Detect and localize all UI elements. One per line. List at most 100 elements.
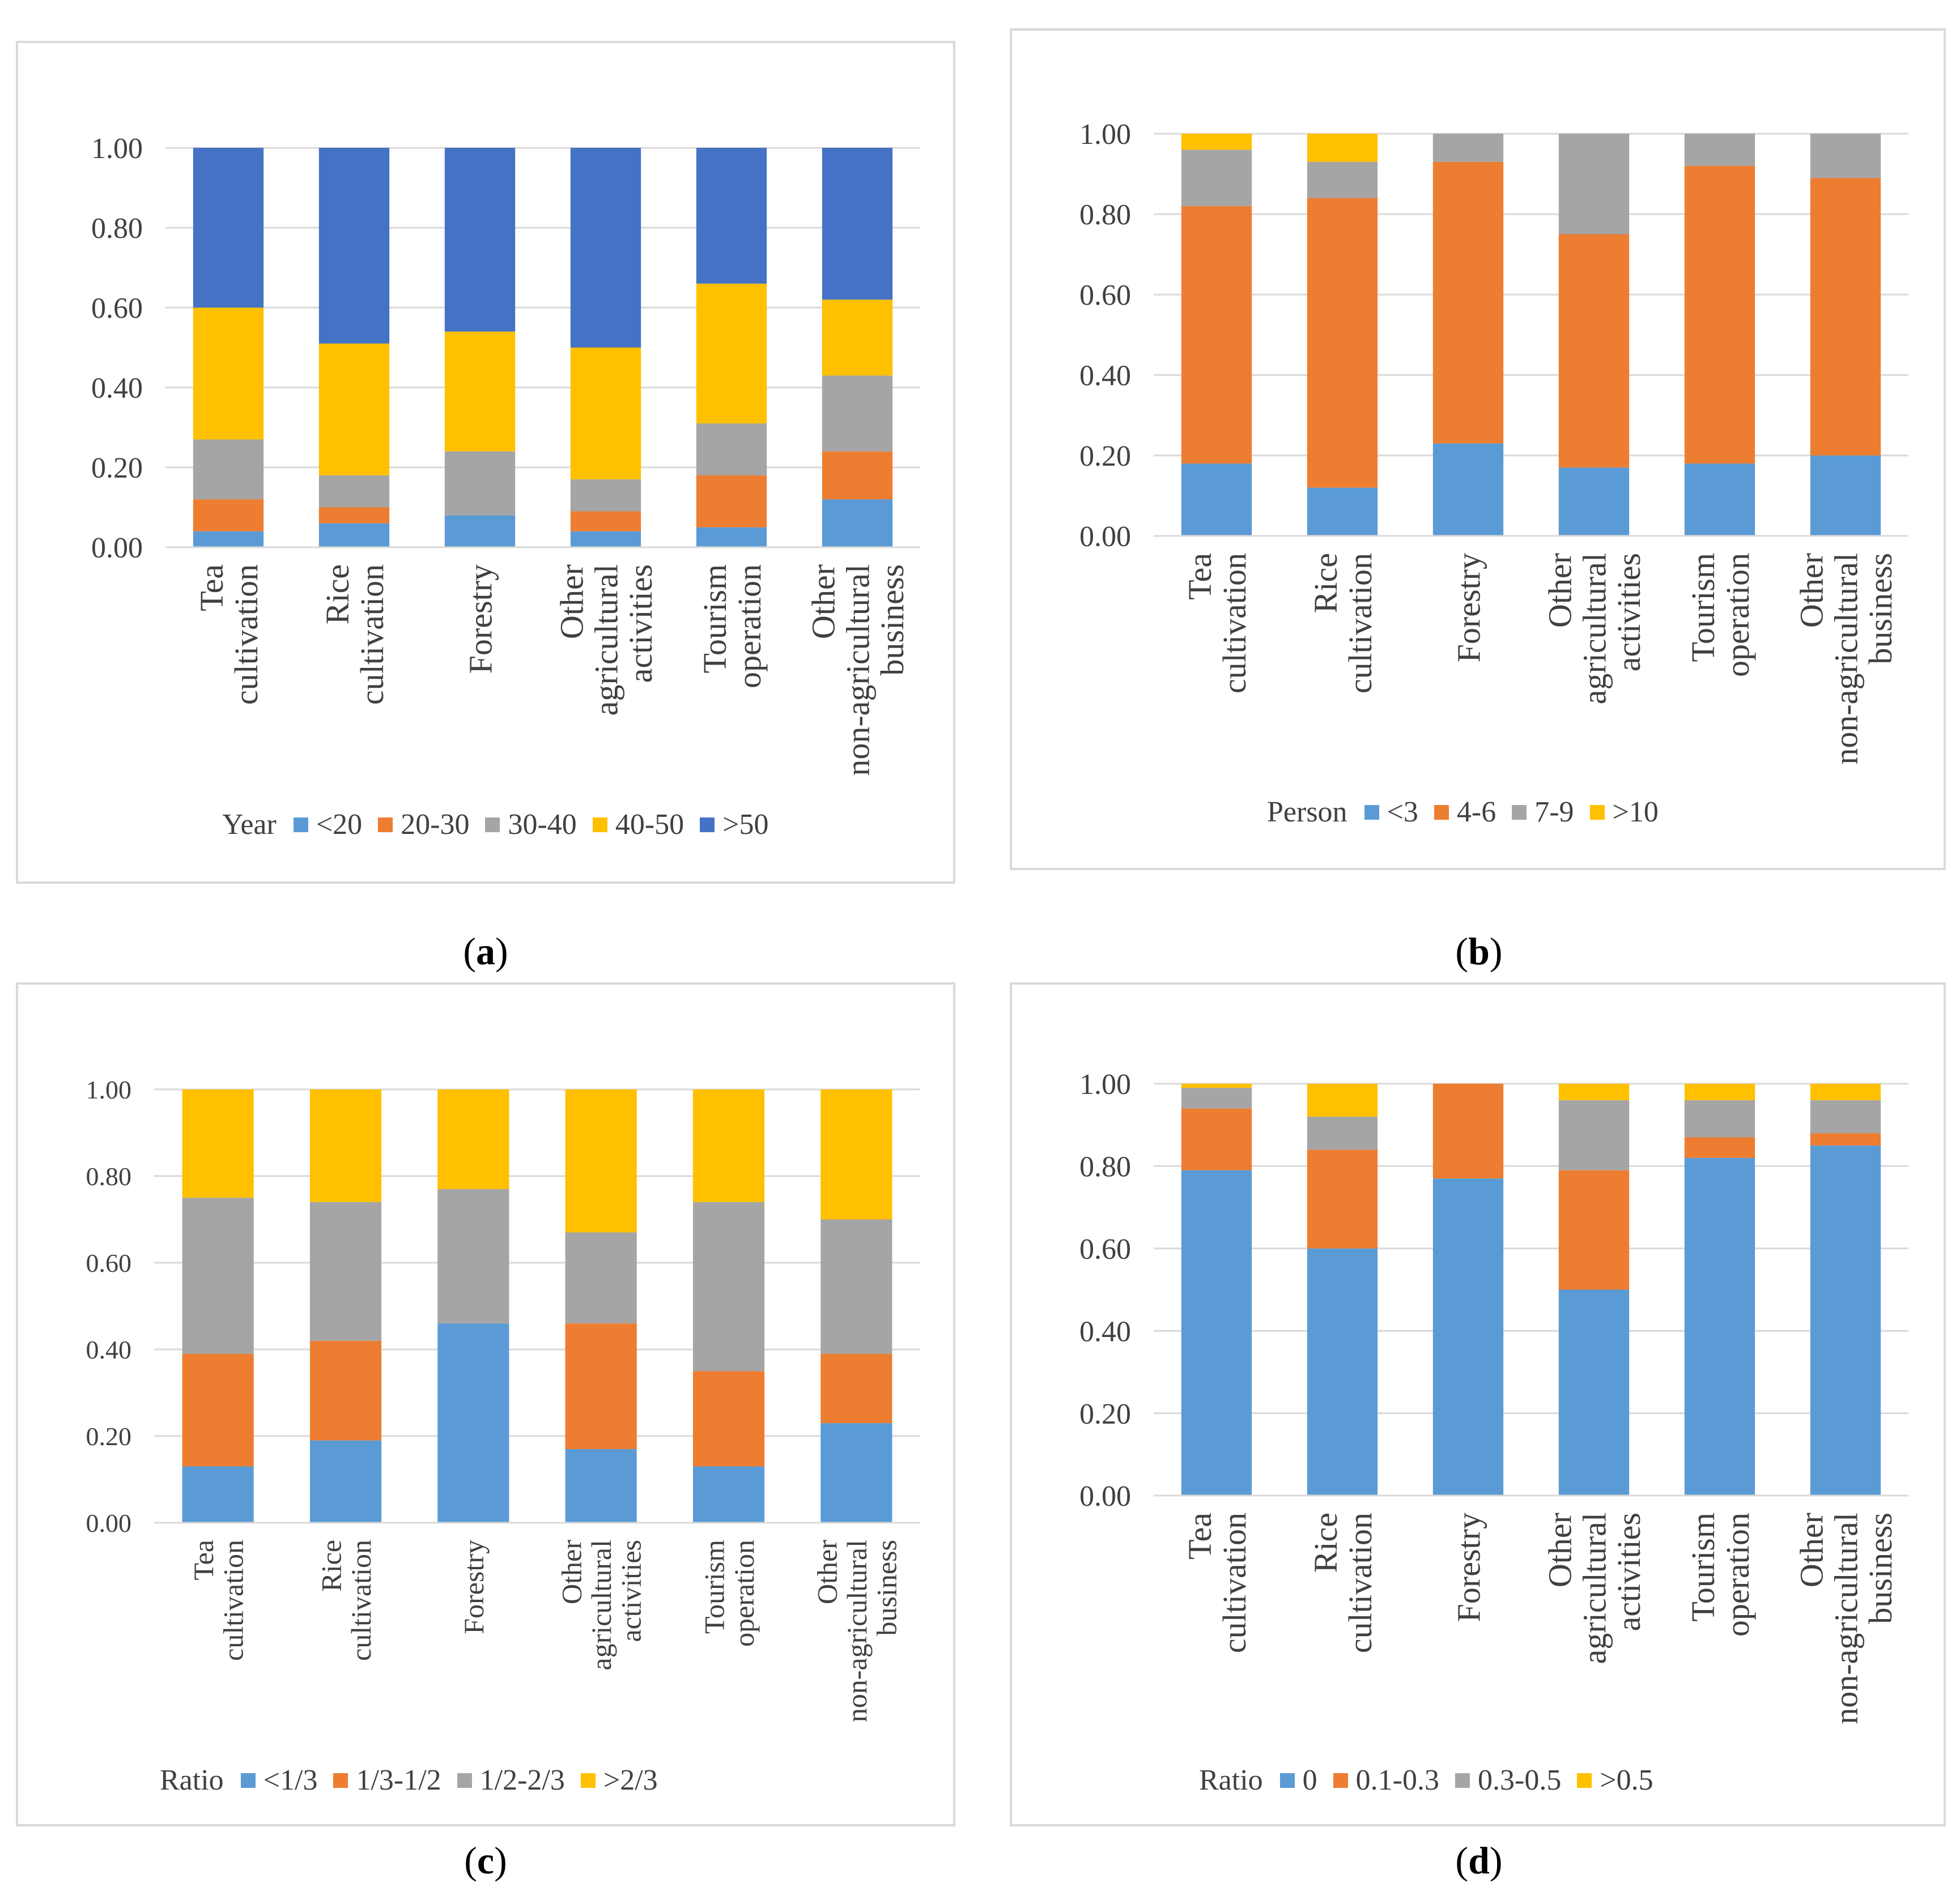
caption-b: (b) <box>1455 930 1503 973</box>
legend-label: <20 <box>316 808 363 841</box>
bar-segment <box>1432 161 1504 444</box>
bar-segment <box>822 299 893 376</box>
bar-segment <box>820 1353 892 1424</box>
chart-b-legend: Person <3 4-6 7-9 >10 <box>1267 795 1674 829</box>
legend-item: <20 <box>293 808 363 841</box>
x-category-label-line: operation <box>728 1540 760 1647</box>
x-category-label-line: business <box>1862 553 1899 665</box>
bar-segment <box>193 148 264 308</box>
y-tick-label: 0.00 <box>91 532 143 564</box>
legend-label: 0 <box>1302 1764 1317 1796</box>
bar-segment <box>1181 1084 1252 1088</box>
x-category-label-line: non-agricultural <box>1827 553 1864 765</box>
legend-item: 7-9 <box>1512 795 1574 829</box>
bar-segment <box>696 527 767 547</box>
bar-segment <box>1181 1170 1252 1496</box>
bar-segment <box>318 507 390 523</box>
y-tick-label: 1.00 <box>91 133 143 165</box>
bar-segment <box>692 1371 765 1467</box>
bar-segment <box>570 148 641 348</box>
bar-segment <box>820 1219 892 1354</box>
y-tick-label: 0.40 <box>91 372 143 404</box>
bar-segment <box>309 1440 382 1523</box>
y-tick-label: 0.20 <box>1079 1398 1131 1430</box>
bar-segment <box>1307 1117 1378 1150</box>
legend-title: Ratio <box>160 1764 224 1796</box>
y-tick-label: 0.20 <box>86 1422 132 1451</box>
bar-segment <box>1307 134 1378 162</box>
bar-segment <box>570 479 641 512</box>
bar-segment <box>1558 1100 1630 1170</box>
bar-segment <box>1558 1170 1630 1290</box>
bar-segment <box>1307 161 1378 198</box>
bar-segment <box>822 451 893 500</box>
x-category-label-line: operation <box>1719 1513 1756 1637</box>
x-category-label-line: operation <box>1719 553 1756 677</box>
legend-item: <3 <box>1364 795 1418 829</box>
bar-segment <box>182 1089 254 1198</box>
legend-label: >2/3 <box>603 1764 658 1796</box>
legend-item: 1/3-1/2 <box>333 1764 441 1797</box>
x-category-label-line: agricultural <box>588 564 624 715</box>
bar-segment <box>1684 1137 1755 1158</box>
bar-segment <box>1432 134 1504 162</box>
bar-segment <box>1181 150 1252 206</box>
bar-segment <box>1432 1084 1504 1179</box>
legend-item: >0.5 <box>1577 1764 1653 1797</box>
x-category-label-line: Other <box>556 1540 588 1604</box>
x-category-label-line: non-agricultural <box>841 1540 873 1722</box>
y-tick-label: 0.80 <box>1079 1151 1131 1183</box>
legend-item: <1/3 <box>240 1764 317 1797</box>
y-tick-label: 0.40 <box>1079 360 1131 392</box>
bar-segment <box>444 515 516 547</box>
bar-segment <box>692 1202 765 1372</box>
x-category-label-line: agricultural <box>585 1540 617 1670</box>
x-category-label-line: Rice <box>1307 1513 1344 1573</box>
x-category-label-line: Forestry <box>462 564 499 674</box>
y-tick-label: 0.60 <box>1079 1233 1131 1266</box>
legend-label: 0.1-0.3 <box>1355 1764 1439 1796</box>
legend-swatch <box>1577 1773 1592 1788</box>
bar-segment <box>1810 1145 1881 1496</box>
x-category-label-line: Other <box>805 564 841 639</box>
bar-segment <box>1558 1289 1630 1496</box>
chart-a-legend: Year <20 20-30 30-40 40-50 >50 <box>222 808 784 841</box>
bar-segment <box>1684 1100 1755 1138</box>
chart-panel-c: 0.00 0.20 0.40 0.60 0.80 1.00 Tea cultivation Ri… <box>16 982 955 1826</box>
legend-item: 0.1-0.3 <box>1333 1764 1439 1797</box>
x-category-label-line: Tea <box>188 1540 219 1580</box>
y-tick-label: 0.40 <box>86 1335 132 1364</box>
legend-swatch <box>378 817 393 832</box>
bar-segment <box>318 343 390 476</box>
legend-label: 7-9 <box>1534 796 1574 828</box>
x-category-label-line: business <box>874 564 911 676</box>
legend-swatch <box>1364 804 1379 820</box>
bar-segment <box>1181 463 1252 536</box>
x-category-label-line: activities <box>622 564 659 683</box>
bar-segment <box>1810 1133 1881 1146</box>
x-category-label-line: cultivation <box>228 564 265 705</box>
y-tick-label: 0.60 <box>91 292 143 325</box>
bar-segment <box>1307 1248 1378 1496</box>
legend-item: >10 <box>1589 795 1659 829</box>
bar-segment <box>1181 1088 1252 1109</box>
bar-segment <box>1558 467 1630 536</box>
x-category-label-line: Rice <box>1307 553 1344 613</box>
x-category-label-line: Tea <box>1181 1513 1218 1560</box>
bar-segment <box>1307 1149 1378 1249</box>
x-category-label-line: Other <box>1793 553 1830 628</box>
legend-title: Ratio <box>1199 1764 1263 1796</box>
x-category-label-line: activities <box>1610 1513 1647 1631</box>
legend-item: 40-50 <box>592 808 684 841</box>
legend-item: 30-40 <box>485 808 577 841</box>
bar-segment <box>182 1198 254 1354</box>
y-tick-label: 0.80 <box>86 1162 132 1191</box>
bar-segment <box>318 475 390 508</box>
